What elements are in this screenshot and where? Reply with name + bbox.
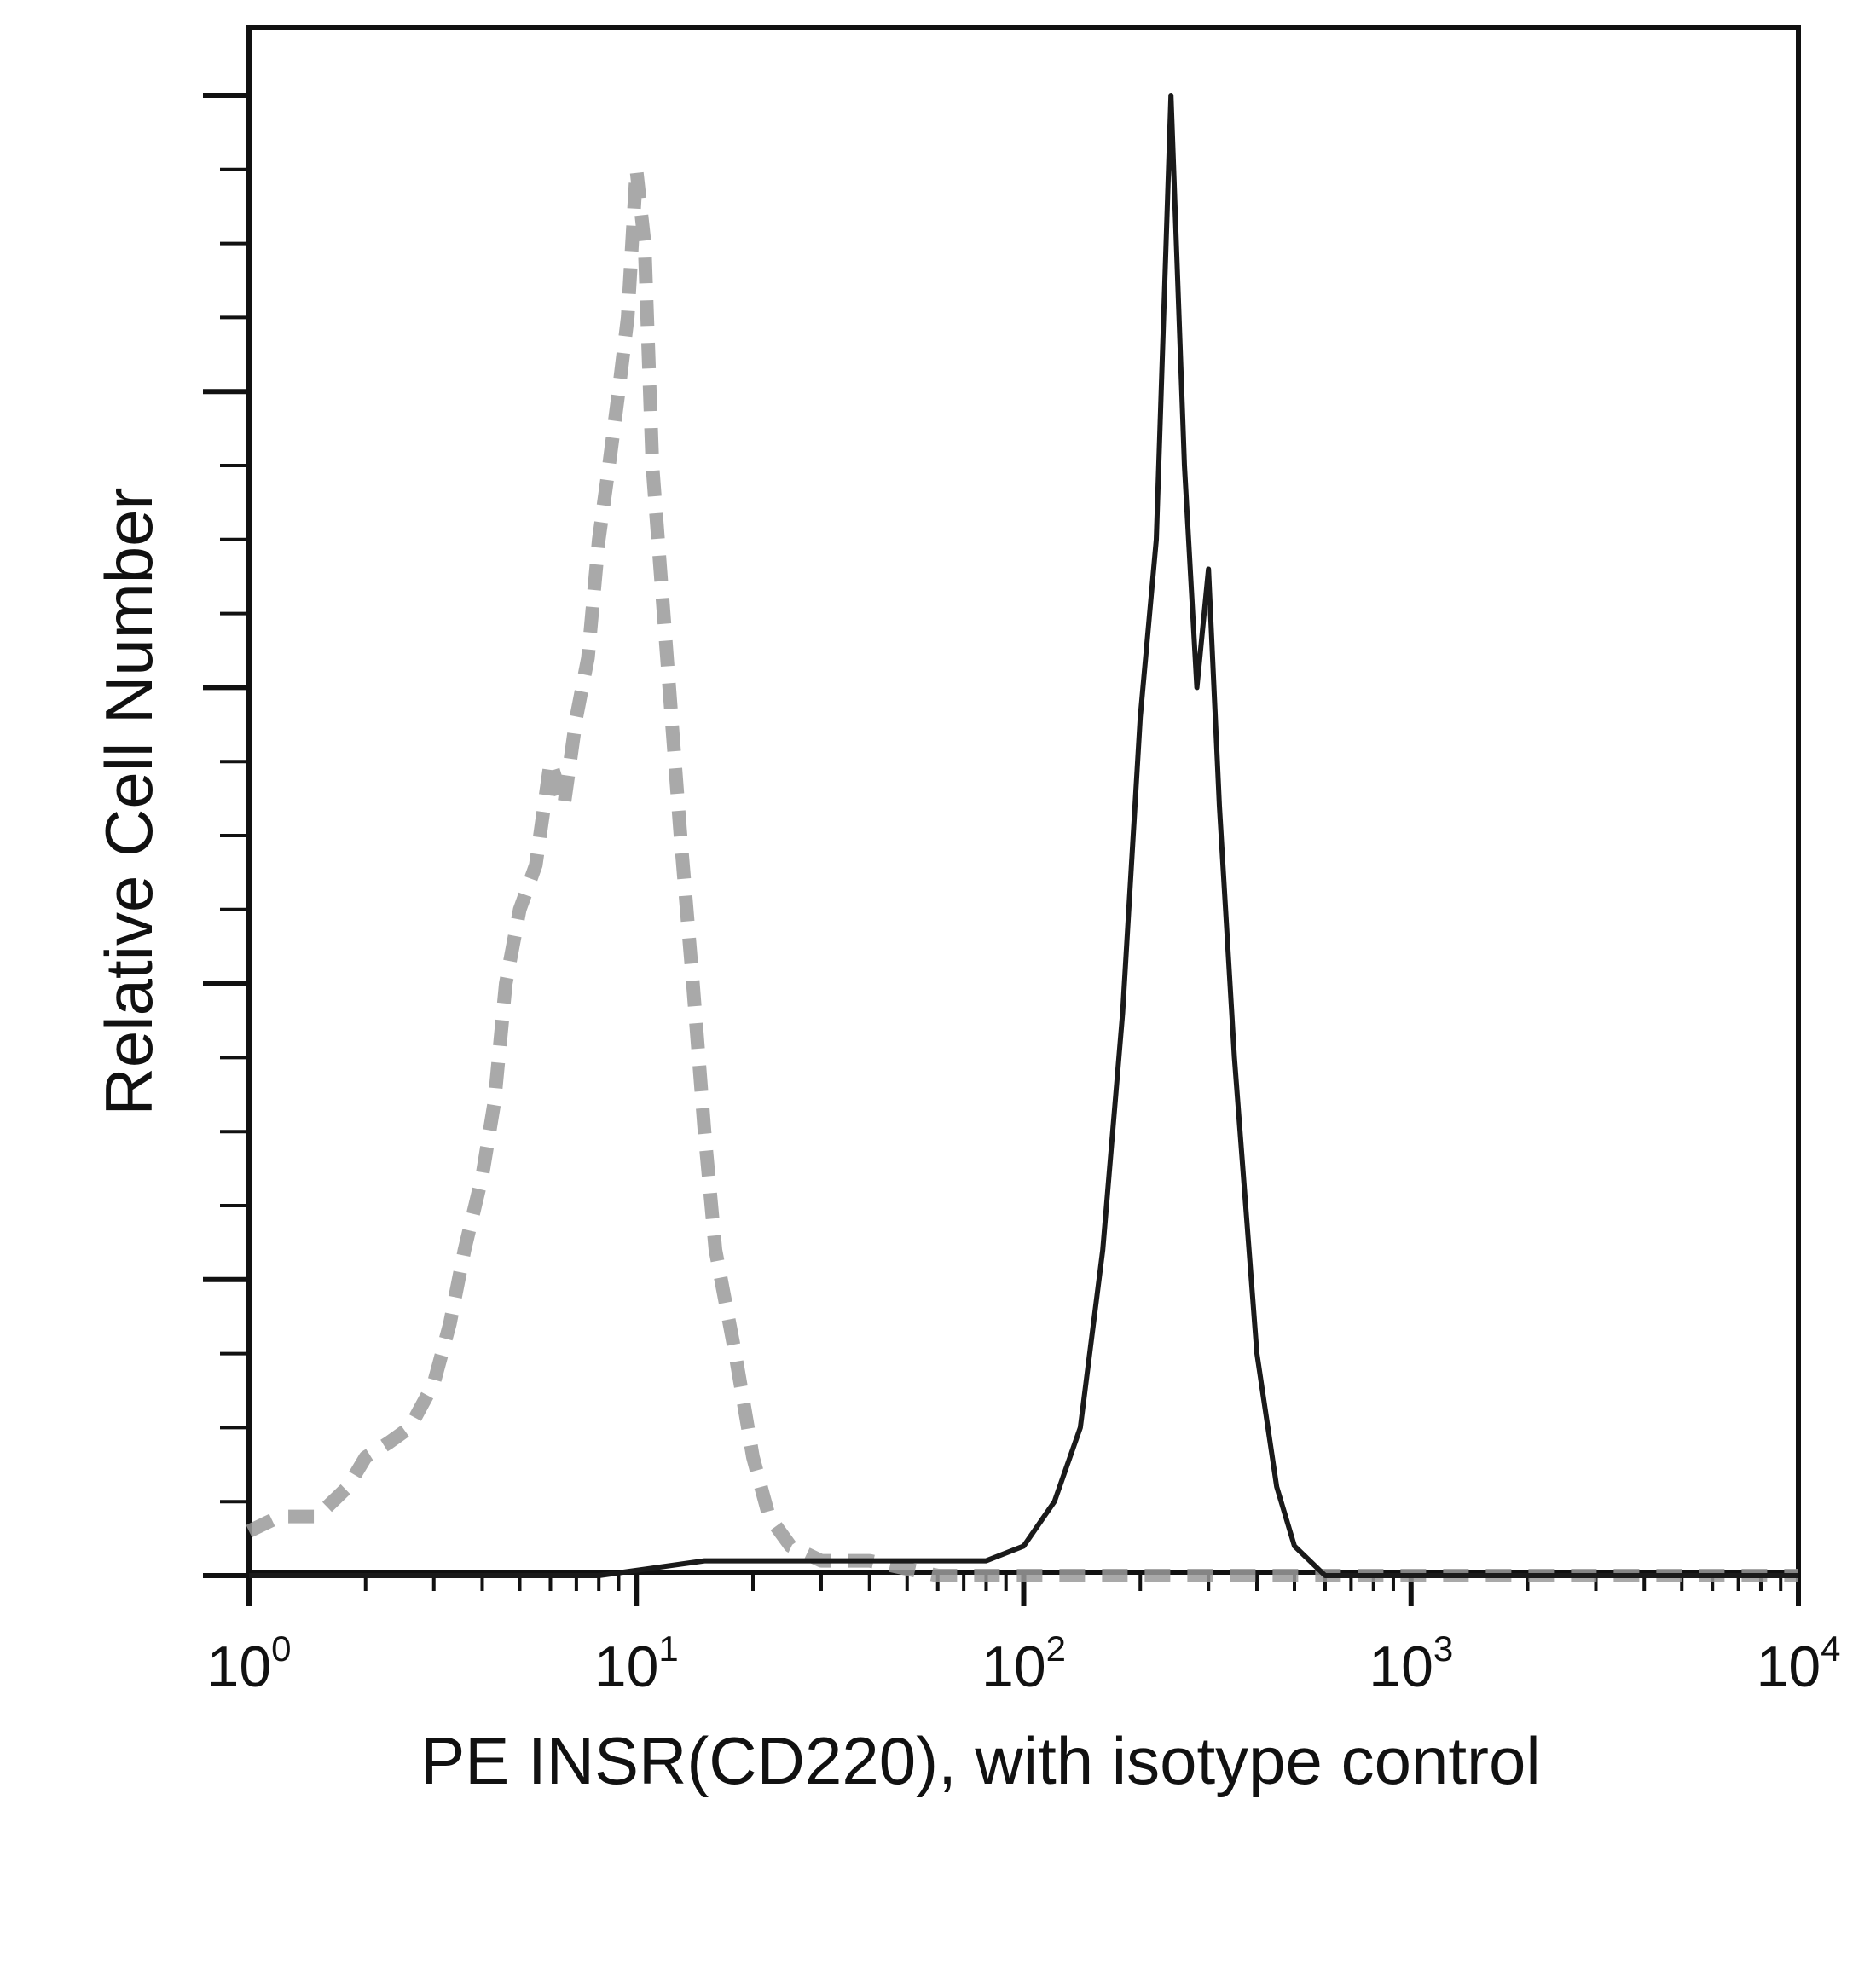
- x-tick-label: 103: [1369, 1628, 1453, 1699]
- x-tick-label: 100: [207, 1628, 292, 1699]
- series-layer: [246, 93, 1798, 1582]
- x-axis-tick-labels: 100 101 102 103 104: [207, 1628, 1841, 1699]
- insr-series-line: [249, 93, 1798, 1578]
- plot-frame: [246, 25, 1801, 1575]
- y-axis-label: Relative Cell Number: [91, 488, 166, 1116]
- y-axis-ticks: [203, 93, 249, 1578]
- x-tick-label: 101: [594, 1628, 679, 1699]
- x-axis-label: PE INSR(CD220), with isotype control: [420, 1723, 1540, 1798]
- x-tick-label: 102: [981, 1628, 1066, 1699]
- x-tick-label: 104: [1757, 1628, 1841, 1699]
- isotype-control-series-line: [246, 162, 1798, 1582]
